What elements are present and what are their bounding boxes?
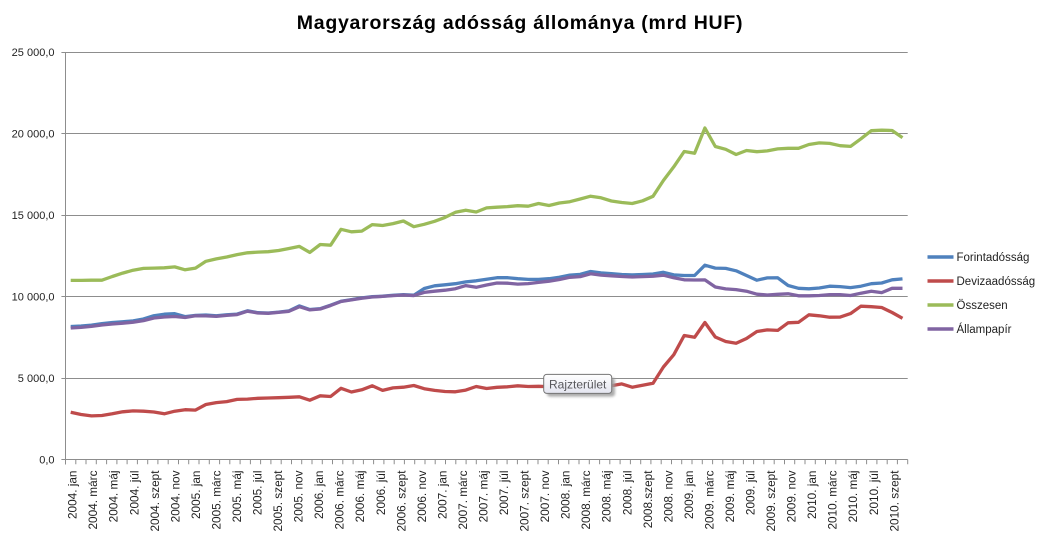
svg-text:15 000,0: 15 000,0 xyxy=(12,210,55,222)
svg-text:2004. jan: 2004. jan xyxy=(66,471,80,520)
svg-text:2004. nov: 2004. nov xyxy=(168,470,182,522)
svg-text:2007. szept: 2007. szept xyxy=(518,470,532,532)
svg-text:2006. máj: 2006. máj xyxy=(353,471,367,523)
svg-text:10 000,0: 10 000,0 xyxy=(12,291,55,303)
svg-text:2006. márc: 2006. márc xyxy=(333,470,347,529)
svg-text:Összesen: Összesen xyxy=(957,300,1008,312)
svg-text:25 000,0: 25 000,0 xyxy=(12,47,55,59)
svg-text:2009. márc: 2009. márc xyxy=(702,470,716,529)
svg-text:20 000,0: 20 000,0 xyxy=(12,128,55,140)
svg-text:2009. jan: 2009. jan xyxy=(682,471,696,520)
svg-text:2007. jan: 2007. jan xyxy=(435,471,449,520)
svg-text:2010. júl: 2010. júl xyxy=(867,471,881,516)
svg-text:2010. máj: 2010. máj xyxy=(846,471,860,523)
svg-text:2009. nov: 2009. nov xyxy=(785,470,799,522)
svg-text:2009. máj: 2009. máj xyxy=(723,471,737,523)
svg-text:2008. júl: 2008. júl xyxy=(620,471,634,516)
svg-text:2005. jan: 2005. jan xyxy=(189,471,203,520)
svg-text:2007. nov: 2007. nov xyxy=(538,470,552,522)
svg-text:2006. nov: 2006. nov xyxy=(415,470,429,522)
svg-text:2007. máj: 2007. máj xyxy=(477,471,491,523)
svg-text:2004. szept: 2004. szept xyxy=(148,470,162,532)
svg-text:Forintadósság: Forintadósság xyxy=(957,252,1030,264)
svg-text:2008. jan: 2008. jan xyxy=(559,471,573,520)
svg-text:Magyarország adósság állománya: Magyarország adósság állománya (mrd HUF) xyxy=(297,12,743,34)
svg-text:2004. márc: 2004. márc xyxy=(86,470,100,529)
svg-text:2008. máj: 2008. máj xyxy=(600,471,614,523)
svg-text:2010. szept: 2010. szept xyxy=(887,470,901,532)
svg-text:Devizaadósság: Devizaadósság xyxy=(957,276,1036,288)
svg-text:2007. márc: 2007. márc xyxy=(456,470,470,529)
svg-text:2004. máj: 2004. máj xyxy=(107,471,121,523)
svg-text:2005. máj: 2005. máj xyxy=(230,471,244,523)
svg-text:2006. szept: 2006. szept xyxy=(394,470,408,532)
svg-text:2009. júl: 2009. júl xyxy=(744,471,758,516)
svg-text:2009. szept: 2009. szept xyxy=(764,470,778,532)
svg-text:Állampapír: Állampapír xyxy=(957,323,1012,336)
svg-text:Rajzterület: Rajzterület xyxy=(549,377,607,391)
svg-text:2008. nov: 2008. nov xyxy=(661,470,675,522)
svg-text:2005. szept: 2005. szept xyxy=(271,470,285,532)
svg-text:2005. márc: 2005. márc xyxy=(209,470,223,529)
svg-text:2006. júl: 2006. júl xyxy=(374,471,388,516)
svg-text:0,0: 0,0 xyxy=(39,454,54,466)
svg-text:2008. márc: 2008. márc xyxy=(579,470,593,529)
svg-text:2005. júl: 2005. júl xyxy=(251,471,265,516)
svg-text:2008.szept: 2008.szept xyxy=(641,470,655,528)
svg-text:2007. júl: 2007. júl xyxy=(497,471,511,516)
svg-text:2010. márc: 2010. márc xyxy=(826,470,840,529)
svg-text:5 000,0: 5 000,0 xyxy=(18,373,55,385)
svg-text:2004. júl: 2004. júl xyxy=(127,471,141,516)
svg-text:2005. nov: 2005. nov xyxy=(292,470,306,522)
svg-text:2006. jan: 2006. jan xyxy=(312,471,326,520)
svg-text:2010. jan: 2010. jan xyxy=(805,471,819,520)
